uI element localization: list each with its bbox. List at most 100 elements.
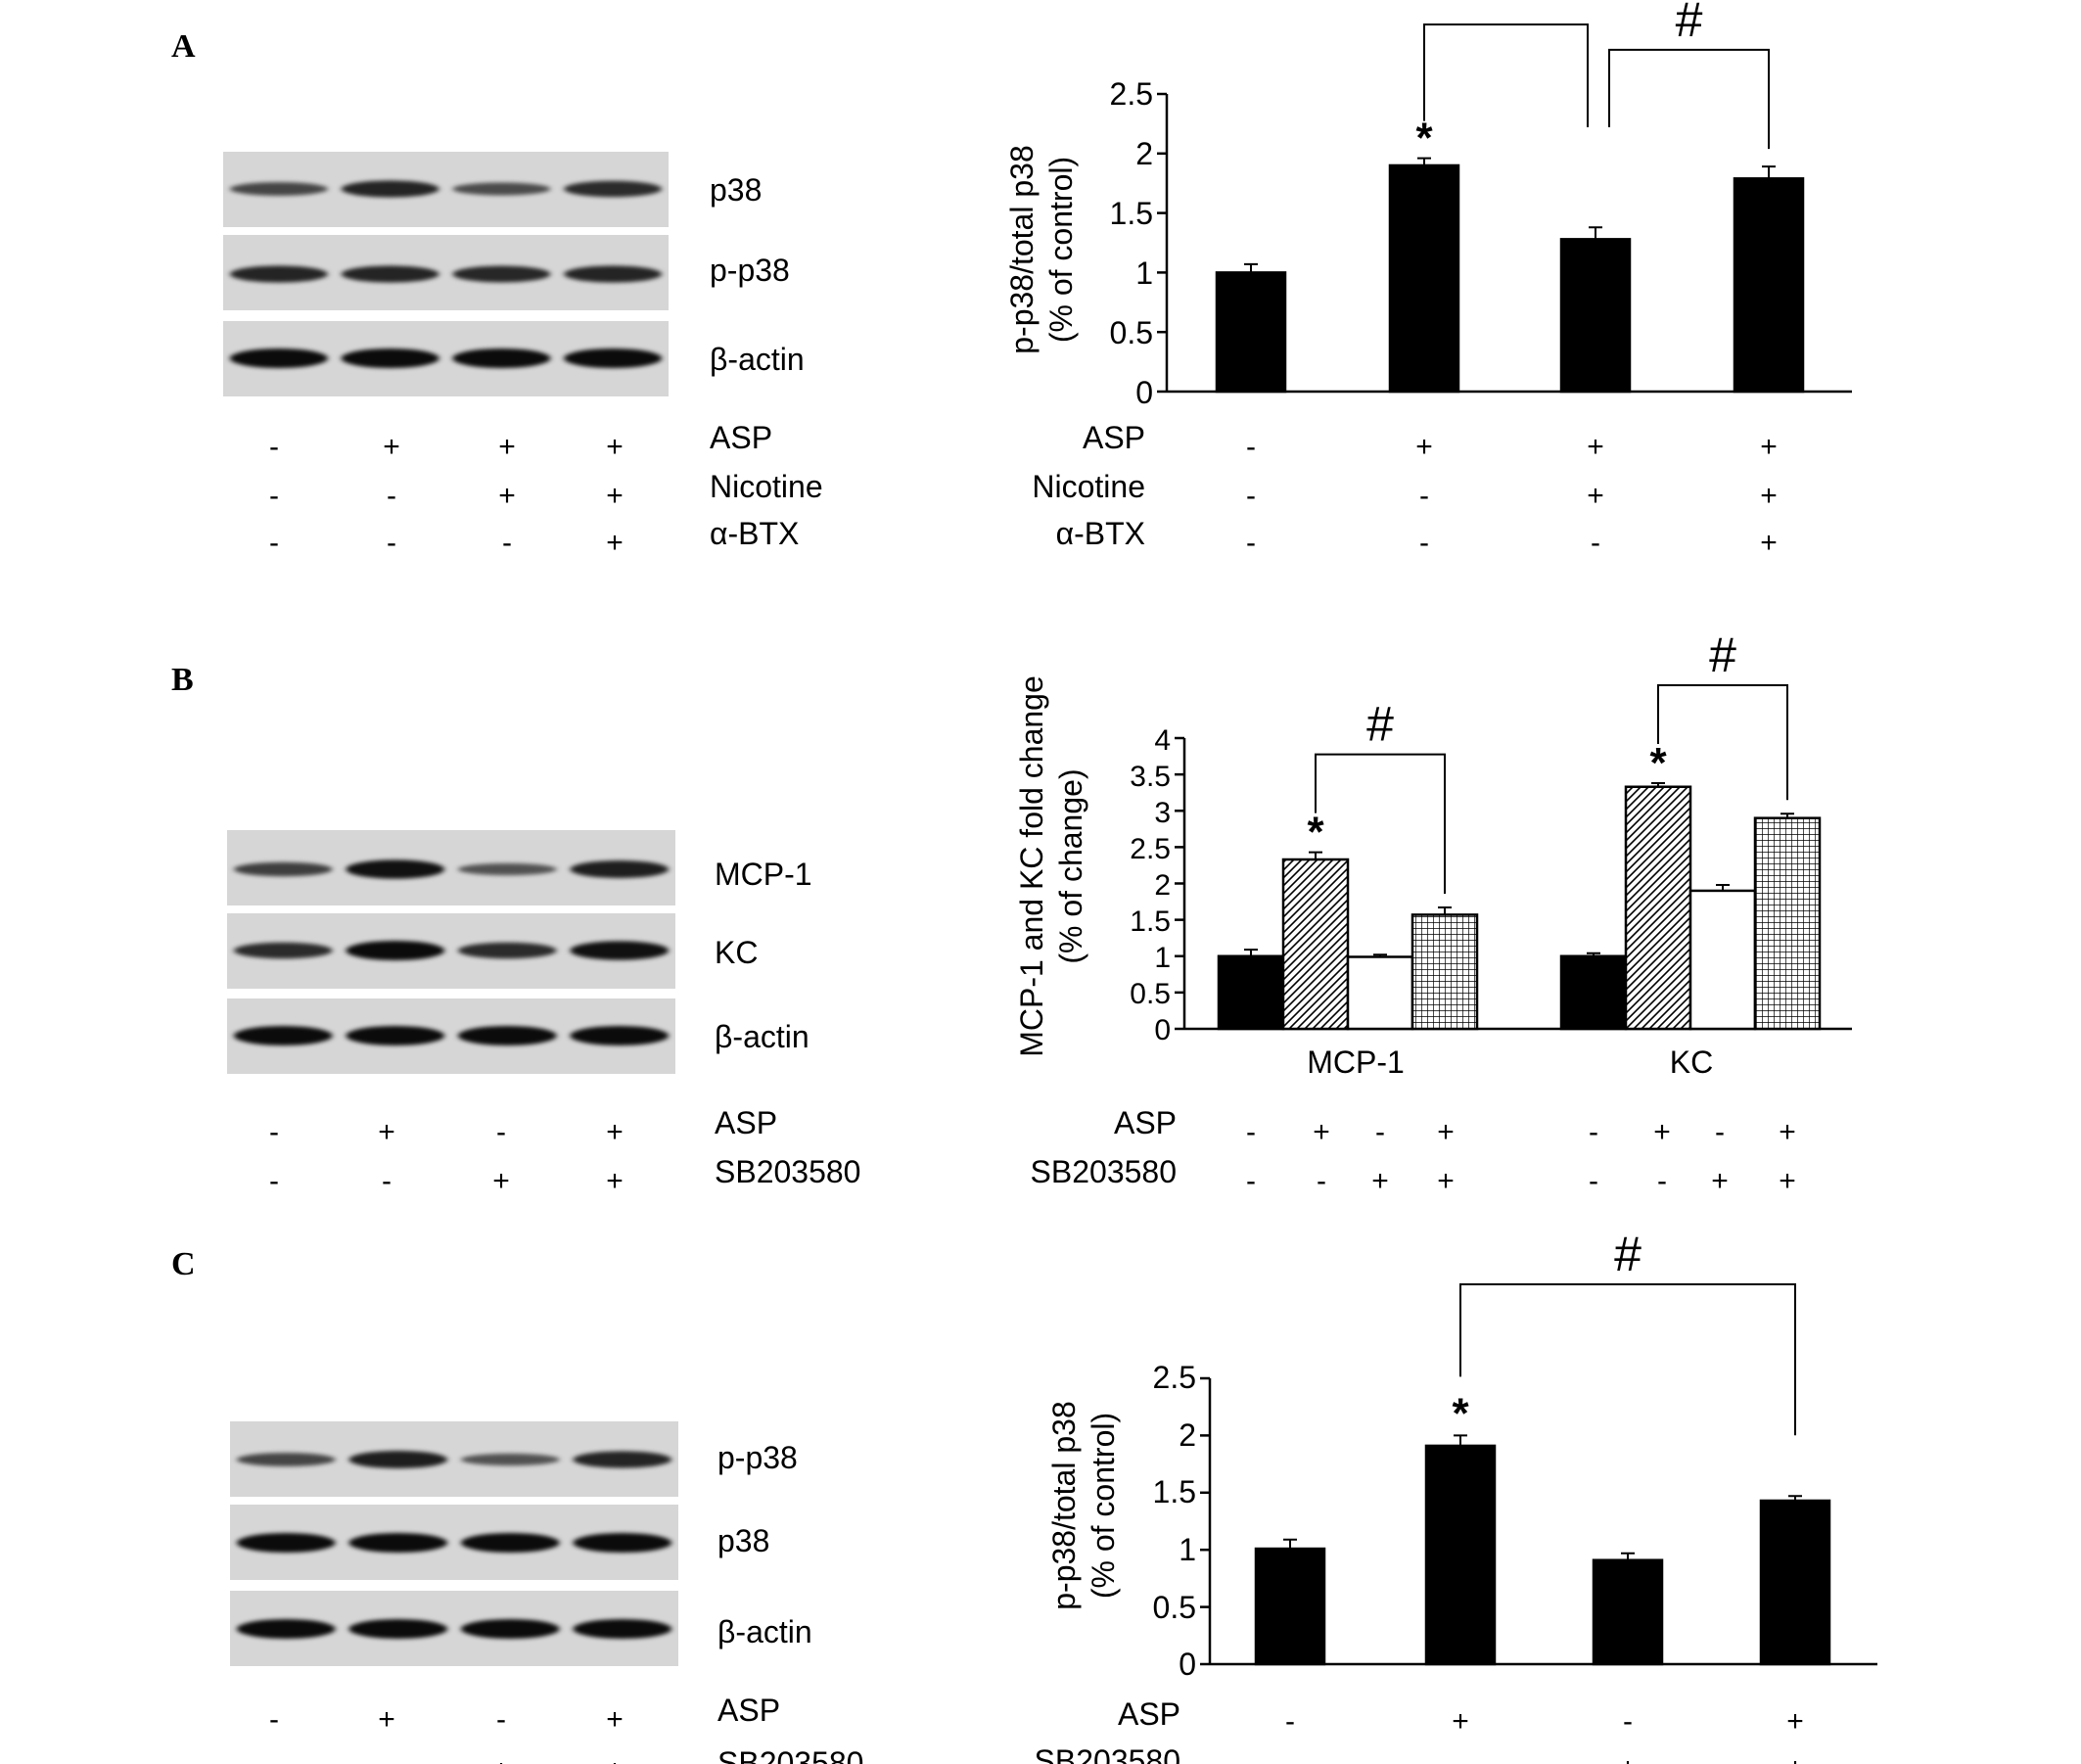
bar	[1733, 177, 1805, 394]
condition-sign: -	[382, 1754, 392, 1764]
blot-band	[233, 861, 333, 877]
blot-band	[348, 1619, 448, 1639]
condition-sign: -	[269, 431, 279, 463]
condition-sign: +	[1711, 1165, 1729, 1197]
y-tick-label: 1	[1135, 255, 1153, 291]
error-bar	[1651, 782, 1665, 787]
error-bar	[1788, 1495, 1802, 1501]
error-bar	[1762, 165, 1776, 179]
condition-sign: +	[1437, 1116, 1455, 1148]
condition-sign: +	[1779, 1116, 1796, 1148]
blot-band	[460, 1453, 560, 1466]
blot-label: β-actin	[710, 342, 805, 377]
y-tick-label: 1.5	[1130, 905, 1171, 938]
blot-band	[348, 1451, 448, 1468]
blot-b: MCP-1 KC β-actin ASP SB203580 - + - + - - + +	[227, 830, 860, 1197]
blot-band	[452, 265, 551, 283]
bar	[1346, 955, 1414, 1031]
chart-c: p-p38/total p38 (% of control) 0 0.5 1 1…	[1035, 1227, 1877, 1764]
blot-strip	[230, 1505, 678, 1580]
blot-band	[236, 1533, 336, 1553]
y-tick-label: 4	[1154, 724, 1171, 757]
condition-sign: -	[1419, 527, 1429, 559]
blot-c: p-p38 p38 β-actin ASP SB203580 - + - + - - + +	[230, 1421, 863, 1764]
condition-sign: +	[606, 1754, 624, 1764]
condition-sign: -	[269, 527, 279, 559]
y-tick-label: 0	[1179, 1647, 1196, 1682]
y-tick-labels: 0 0.5 1 1.5 2 2.5	[1110, 76, 1153, 410]
y-tick-label: 2.5	[1153, 1360, 1196, 1395]
condition-sign: -	[1285, 1752, 1295, 1764]
error-bar	[1589, 226, 1602, 240]
error-bar	[1438, 906, 1452, 915]
condition-sign: -	[1715, 1116, 1725, 1148]
condition-label: ASP	[710, 420, 772, 455]
panel-letter-b: B	[171, 662, 194, 698]
condition-sign: -	[1246, 1116, 1256, 1148]
blot-band	[452, 182, 551, 196]
blot-strip	[223, 235, 669, 310]
bar	[1759, 1499, 1831, 1666]
condition-sign: -	[1375, 1116, 1385, 1148]
condition-sign: -	[1456, 1752, 1465, 1764]
blot-label: p-p38	[717, 1440, 798, 1475]
y-tick-labels: 0 0.5 1 1.5 2 2.5	[1153, 1360, 1196, 1682]
condition-sign: -	[1246, 431, 1256, 463]
significance-marker: *	[1415, 115, 1433, 162]
y-tick-label: 2	[1135, 136, 1153, 171]
condition-label: SB203580	[717, 1745, 863, 1764]
condition-sign: -	[269, 1116, 279, 1148]
condition-sign: +	[606, 480, 624, 512]
bracket-label: #	[1366, 697, 1394, 752]
error-bar	[1780, 812, 1794, 818]
y-tick-label: 2	[1154, 869, 1171, 902]
condition-sign: +	[498, 480, 516, 512]
condition-sign: +	[1587, 431, 1604, 463]
condition-sign: +	[1437, 1165, 1455, 1197]
significance-bracket	[1423, 23, 1589, 128]
bar	[1624, 785, 1692, 1031]
blot-band	[573, 1533, 672, 1553]
condition-sign: -	[387, 480, 396, 512]
y-axis-title-line1: p-p38/total p38	[1046, 1401, 1082, 1610]
panel-letter-c: C	[171, 1246, 196, 1282]
condition-sign: +	[1313, 1116, 1330, 1148]
blot-label: MCP-1	[715, 857, 812, 892]
blot-band	[570, 860, 670, 878]
condition-sign: +	[1779, 1165, 1796, 1197]
condition-sign: +	[1371, 1165, 1389, 1197]
significance-bracket	[1657, 684, 1788, 801]
condition-label: SB203580	[1035, 1743, 1180, 1764]
blot-band	[570, 941, 670, 960]
condition-sign: -	[1657, 1165, 1667, 1197]
blot-label: β-actin	[717, 1614, 812, 1649]
bar	[1688, 889, 1757, 1031]
bracket-label: #	[1676, 0, 1703, 47]
condition-sign: -	[1246, 480, 1256, 512]
significance-marker: *	[1307, 809, 1324, 857]
condition-label: ASP	[1118, 1696, 1180, 1732]
significance-bracket	[1315, 753, 1446, 895]
blot-strip	[227, 913, 675, 989]
blot-band	[341, 265, 439, 283]
y-axis-title-line1: MCP-1 and KC fold change	[1014, 675, 1049, 1057]
blot-band	[452, 348, 551, 368]
condition-sign: +	[492, 1754, 510, 1764]
y-tick-label: 0	[1135, 375, 1153, 410]
chart-a: p-p38/total p38 (% of control) 0 0.5 1 1…	[1004, 0, 1852, 559]
y-tick-label: 3.5	[1130, 761, 1171, 793]
blot-band	[233, 1026, 333, 1045]
condition-sign: +	[1760, 431, 1778, 463]
condition-sign: -	[1623, 1705, 1633, 1738]
blot-label: β-actin	[715, 1019, 809, 1054]
blot-label: KC	[715, 935, 758, 970]
condition-sign: -	[387, 527, 396, 559]
error-bar	[1621, 1552, 1635, 1560]
error-bar	[1587, 952, 1600, 956]
significance-marker: *	[1452, 1389, 1469, 1437]
condition-sign: +	[1760, 527, 1778, 559]
condition-sign: +	[606, 1116, 624, 1148]
blot-strip	[223, 152, 669, 227]
bracket-label: **	[1487, 0, 1525, 22]
bar	[1281, 858, 1350, 1031]
